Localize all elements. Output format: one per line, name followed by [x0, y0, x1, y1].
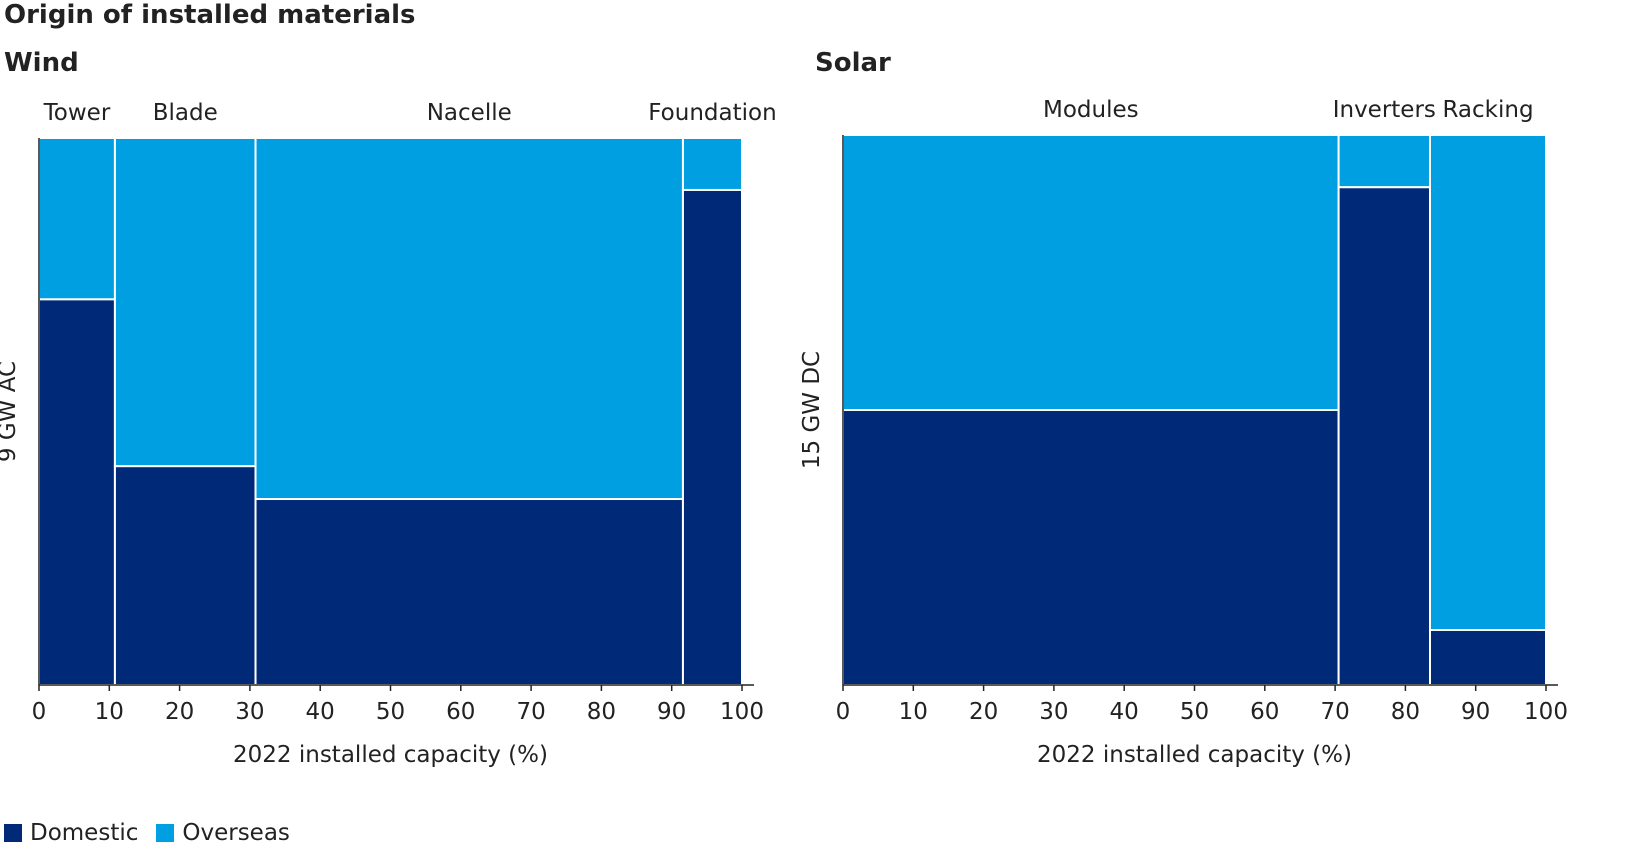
overseas-block-blade [113, 137, 257, 468]
y-axis-title: 15 GW DC [799, 351, 825, 469]
legend-label-overseas: Overseas [182, 820, 290, 846]
category-label-modules: Modules [1043, 97, 1139, 123]
category-label-inverters: Inverters [1333, 97, 1436, 123]
x-tick-label: 80 [1391, 699, 1420, 725]
x-tick-label: 70 [516, 699, 545, 725]
x-tick-label: 60 [1250, 699, 1279, 725]
x-tick-label: 20 [165, 699, 194, 725]
category-label-nacelle: Nacelle [427, 100, 512, 126]
domestic-block-nacelle [254, 498, 684, 686]
overseas-block-foundation [681, 137, 743, 191]
wind-mosaic-chart: Tower Blade Nacelle Foundation 0 10 20 30 40 50 60… [0, 100, 777, 768]
domestic-block-blade [113, 465, 257, 687]
category-label-racking: Racking [1442, 97, 1533, 123]
legend-swatch-domestic [4, 824, 22, 842]
x-tick-label: 100 [1524, 699, 1568, 725]
overseas-block-modules [842, 134, 1340, 411]
x-tick-label: 0 [32, 699, 47, 725]
domestic-block-modules [842, 409, 1340, 686]
x-tick-label: 10 [95, 699, 124, 725]
panel-title-solar: Solar [815, 48, 891, 78]
legend-item-overseas: Overseas [156, 820, 290, 846]
y-axis-title: 9 GW AC [0, 361, 21, 462]
x-tick-label: 100 [720, 699, 764, 725]
panel-title-wind: Wind [4, 48, 79, 78]
category-label-tower: Tower [43, 100, 111, 126]
x-axis-title: 2022 installed capacity (%) [233, 742, 548, 768]
x-axis-title: 2022 installed capacity (%) [1037, 742, 1352, 768]
x-tick-label: 10 [899, 699, 928, 725]
figure-title: Origin of installed materials [4, 0, 416, 30]
x-tick-label: 90 [657, 699, 686, 725]
x-tick-label: 60 [446, 699, 475, 725]
legend: Domestic Overseas [4, 820, 290, 846]
overseas-block-racking [1429, 134, 1548, 631]
x-tick-label: 30 [1039, 699, 1068, 725]
domestic-block-inverters [1337, 186, 1432, 686]
x-tick-label: 90 [1461, 699, 1490, 725]
category-label-blade: Blade [153, 100, 218, 126]
x-tick-label: 40 [306, 699, 335, 725]
x-tick-label: 50 [376, 699, 405, 725]
category-label-foundation: Foundation [648, 100, 776, 126]
legend-item-domestic: Domestic [4, 820, 138, 846]
solar-mosaic-chart: Modules Inverters Racking 0 10 20 30 40 50 60 70 80… [799, 97, 1568, 768]
x-tick-label: 30 [235, 699, 264, 725]
legend-label-domestic: Domestic [30, 820, 139, 846]
x-tick-label: 50 [1180, 699, 1209, 725]
x-tick-label: 0 [836, 699, 851, 725]
domestic-block-foundation [681, 188, 743, 686]
domestic-block-racking [1429, 629, 1548, 686]
x-tick-label: 70 [1320, 699, 1349, 725]
overseas-block-inverters [1337, 134, 1432, 189]
legend-swatch-overseas [156, 824, 175, 842]
x-tick-label: 80 [587, 699, 616, 725]
x-tick-label: 20 [969, 699, 998, 725]
overseas-block-nacelle [254, 137, 684, 501]
x-tick-label: 40 [1110, 699, 1139, 725]
